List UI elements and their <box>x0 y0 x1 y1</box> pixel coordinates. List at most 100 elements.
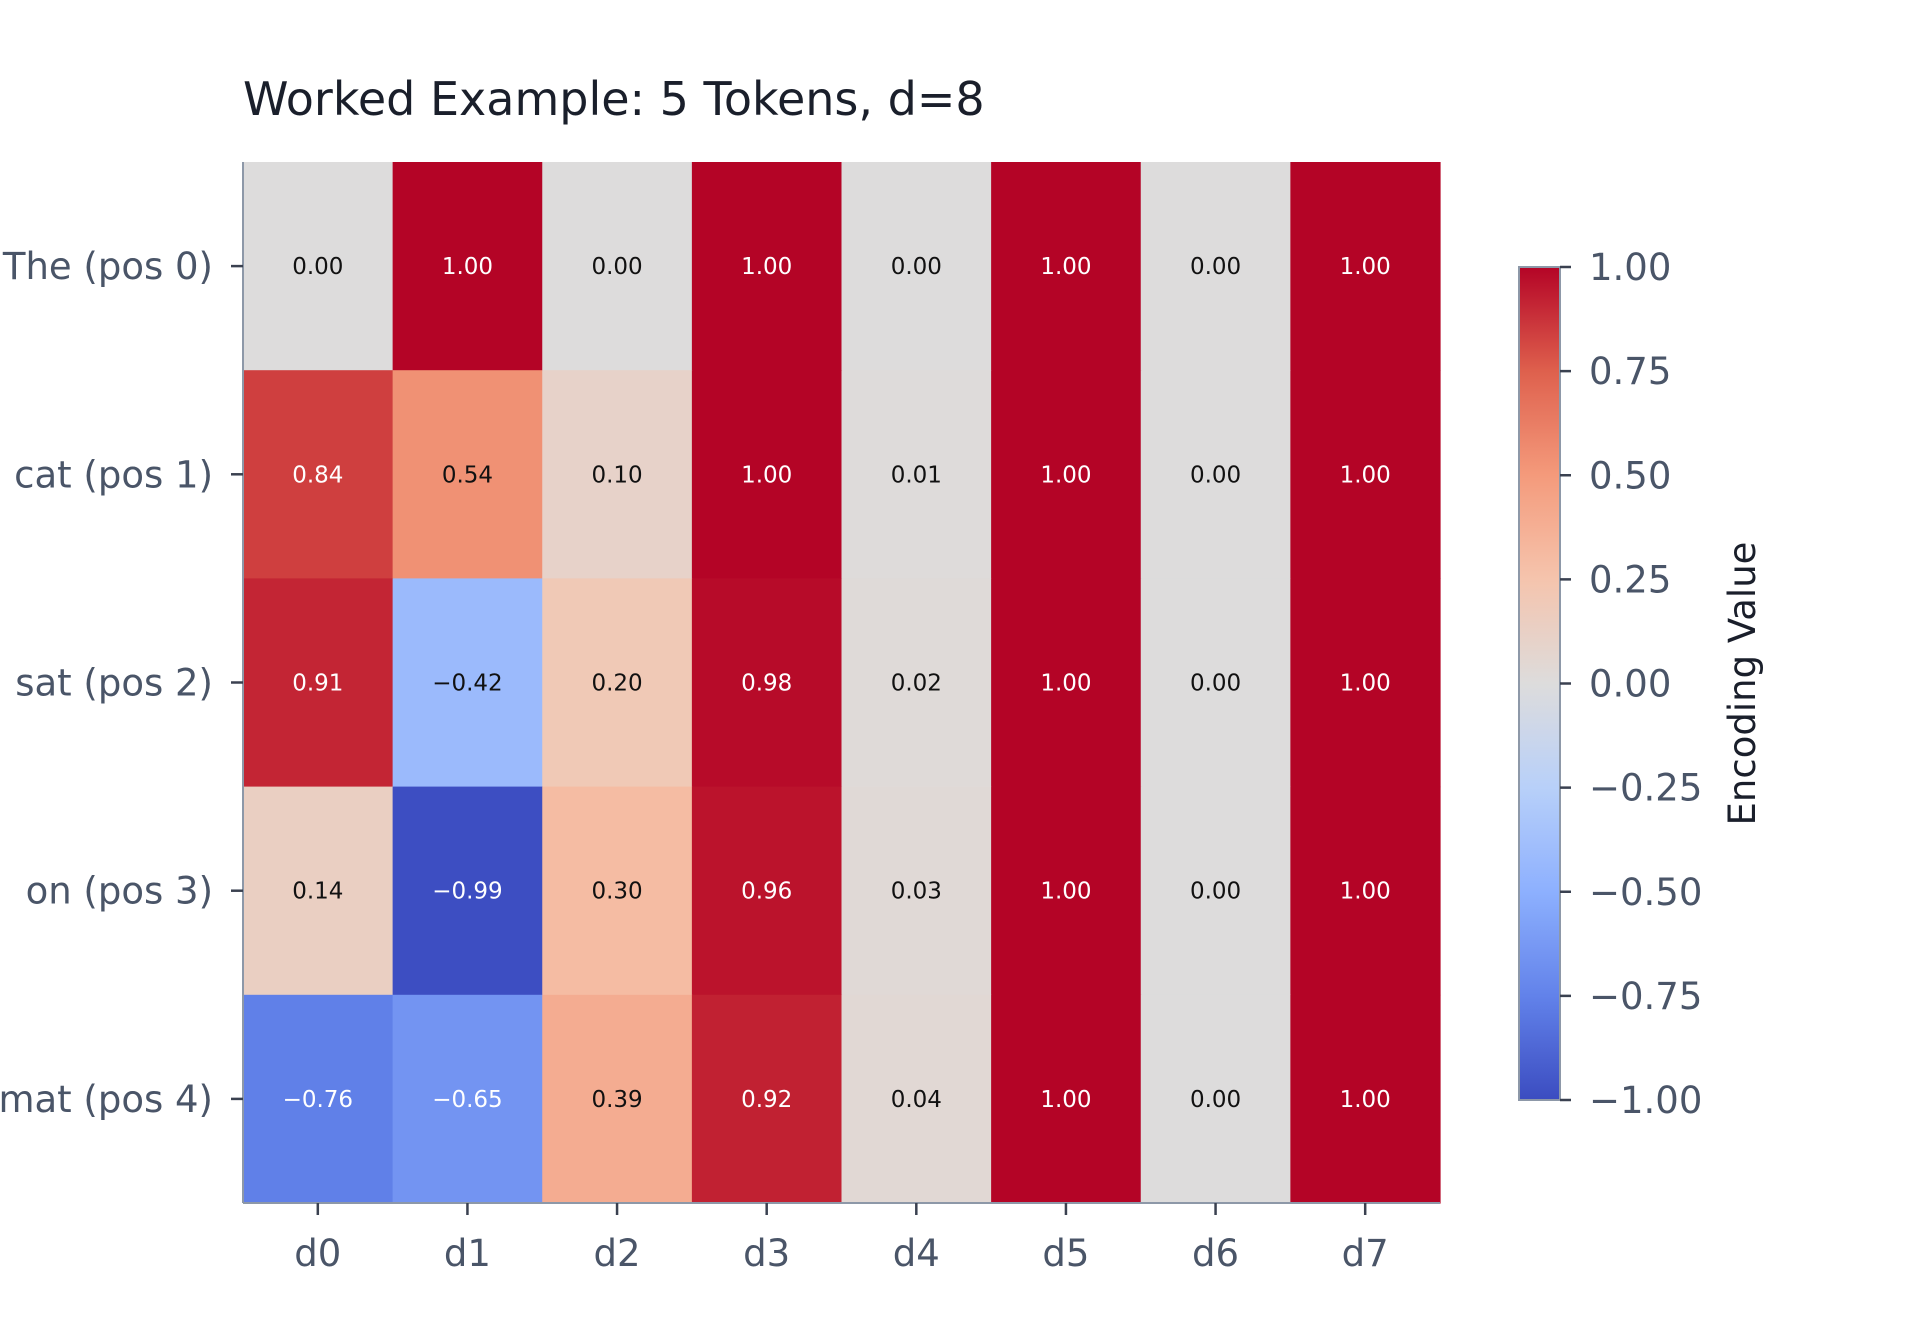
colorbar-tick-label-6: −0.50 <box>1589 871 1702 914</box>
cell-value-label-r4-c3: 0.92 <box>741 1087 792 1113</box>
heatmap-cell-r4-c5 <box>991 994 1142 1204</box>
x-tick-label-6: d6 <box>1192 1232 1239 1275</box>
chart-title: Worked Example: 5 Tokens, d=8 <box>243 72 985 126</box>
heatmap-cell-r1-c0 <box>243 370 394 579</box>
cell-value-label-r0-c6: 0.00 <box>1190 254 1241 280</box>
cell-value-label-r2-c1: −0.42 <box>432 671 502 697</box>
cell-value-label-r0-c4: 0.00 <box>891 254 942 280</box>
heatmap-cell-r3-c3 <box>691 786 843 996</box>
heatmap-cell-r2-c7 <box>1290 578 1441 788</box>
cell-value-label-r0-c0: 0.00 <box>292 254 343 280</box>
x-tick-label-0: d0 <box>294 1232 341 1275</box>
cell-value-label-r2-c3: 0.98 <box>741 671 792 697</box>
heatmap-cell-r2-c2 <box>542 578 693 788</box>
cell-value-label-r3-c7: 1.00 <box>1340 879 1391 905</box>
heatmap-cell-r3-c4 <box>841 786 992 996</box>
y-tick-label-4: mat (pos 4) <box>0 1078 213 1121</box>
heatmap-cell-r0-c4 <box>841 162 992 371</box>
heatmap-cell-r2-c3 <box>691 578 843 788</box>
colorbar-label: Encoding Value <box>1721 542 1764 826</box>
cell-value-label-r2-c6: 0.00 <box>1190 671 1241 697</box>
cell-value-label-r1-c3: 1.00 <box>741 462 792 488</box>
cell-value-label-r4-c0: −0.76 <box>283 1087 353 1113</box>
heatmap-cell-r3-c0 <box>243 786 394 996</box>
heatmap-cell-r1-c1 <box>392 370 543 579</box>
colorbar-tick-label-5: −0.25 <box>1589 767 1702 810</box>
x-tick-label-5: d5 <box>1042 1232 1089 1275</box>
colorbar-tick-label-8: −1.00 <box>1589 1079 1702 1122</box>
colorbar-tick-label-4: 0.00 <box>1589 663 1671 706</box>
cell-value-label-r0-c2: 0.00 <box>591 254 642 280</box>
heatmap-cell-r0-c5 <box>991 162 1142 371</box>
heatmap-cell-r2-c0 <box>243 578 394 788</box>
cell-value-label-r1-c7: 1.00 <box>1340 462 1391 488</box>
cell-value-label-r4-c5: 1.00 <box>1040 1087 1091 1113</box>
cell-value-label-r1-c4: 0.01 <box>891 462 942 488</box>
x-tick-label-1: d1 <box>444 1232 491 1275</box>
colorbar: 1.00 0.75 0.50 0.25 0.00 −0.25 −0.50 −0.75 −1.00… <box>1518 246 1764 1122</box>
cell-value-label-r1-c0: 0.84 <box>292 462 343 488</box>
y-tick-label-1: cat (pos 1) <box>14 453 213 496</box>
heatmap-cell-r4-c4 <box>841 994 992 1204</box>
heatmap-cell-r2-c1 <box>392 578 543 788</box>
cell-value-label-r3-c6: 0.00 <box>1190 879 1241 905</box>
colorbar-tick-label-3: 0.25 <box>1589 558 1671 601</box>
heatmap-cell-r2-c5 <box>991 578 1142 788</box>
heatmap-cell-r1-c5 <box>991 370 1142 579</box>
cell-value-label-r1-c6: 0.00 <box>1190 462 1241 488</box>
heatmap-cell-r3-c2 <box>542 786 693 996</box>
heatmap-axes: The (pos 0) cat (pos 1) sat (pos 2) on (pos… <box>0 162 1440 1275</box>
colorbar-tick-label-7: −0.75 <box>1589 975 1702 1018</box>
cell-value-label-r3-c5: 1.00 <box>1040 879 1091 905</box>
y-tick-label-0: The (pos 0) <box>2 245 213 288</box>
colorbar-tick-label-2: 0.50 <box>1589 454 1671 497</box>
heatmap-cell-r4-c2 <box>542 994 693 1204</box>
heatmap-cell-r2-c6 <box>1140 578 1291 788</box>
cell-value-label-r4-c6: 0.00 <box>1190 1087 1241 1113</box>
cell-value-label-r4-c2: 0.39 <box>591 1087 642 1113</box>
heatmap-cell-r0-c6 <box>1140 162 1291 371</box>
cell-value-label-r1-c5: 1.00 <box>1040 462 1091 488</box>
colorbar-gradient <box>1518 266 1561 1101</box>
cell-value-label-r0-c3: 1.00 <box>741 254 792 280</box>
cell-value-label-r4-c1: −0.65 <box>432 1087 502 1113</box>
colorbar-tick-label-0: 1.00 <box>1589 246 1671 289</box>
x-tick-label-2: d2 <box>594 1232 641 1275</box>
heatmap-cell-r2-c4 <box>841 578 992 788</box>
cell-value-label-r2-c7: 1.00 <box>1340 671 1391 697</box>
heatmap-cell-r3-c6 <box>1140 786 1291 996</box>
heatmap-cell-r0-c1 <box>392 162 543 371</box>
heatmap-cell-r1-c7 <box>1290 370 1441 579</box>
cell-value-label-r3-c2: 0.30 <box>591 879 642 905</box>
cell-value-label-r0-c5: 1.00 <box>1040 254 1091 280</box>
heatmap-cell-r0-c0 <box>243 162 394 371</box>
heatmap-cell-r3-c5 <box>991 786 1142 996</box>
heatmap-cell-r3-c7 <box>1290 786 1441 996</box>
heatmap-cell-r0-c2 <box>542 162 693 371</box>
heatmap-cell-r4-c3 <box>691 994 843 1204</box>
heatmap-cell-r1-c3 <box>691 370 843 579</box>
cell-value-label-r0-c7: 1.00 <box>1340 254 1391 280</box>
cell-value-label-r3-c0: 0.14 <box>292 879 343 905</box>
cell-value-label-r3-c4: 0.03 <box>891 879 942 905</box>
heatmap-cell-r1-c6 <box>1140 370 1291 579</box>
heatmap-cell-r3-c1 <box>392 786 543 996</box>
cell-value-label-r1-c2: 0.10 <box>591 462 642 488</box>
x-tick-label-4: d4 <box>893 1232 940 1275</box>
colorbar-tick-label-1: 0.75 <box>1589 350 1671 393</box>
heatmap-cell-r4-c1 <box>392 994 543 1204</box>
heatmap-cell-r4-c7 <box>1290 994 1441 1204</box>
heatmap-cell-r4-c6 <box>1140 994 1291 1204</box>
cell-value-label-r0-c1: 1.00 <box>442 254 493 280</box>
cell-value-label-r4-c7: 1.00 <box>1340 1087 1391 1113</box>
cell-value-label-r2-c0: 0.91 <box>292 671 343 697</box>
heatmap-cell-r0-c3 <box>691 162 843 371</box>
cell-value-label-r3-c1: −0.99 <box>432 879 502 905</box>
cell-value-label-r2-c4: 0.02 <box>891 671 942 697</box>
x-tick-label-3: d3 <box>743 1232 790 1275</box>
cell-value-label-r1-c1: 0.54 <box>442 462 493 488</box>
heatmap-cell-r1-c4 <box>841 370 992 579</box>
cell-value-label-r2-c2: 0.20 <box>591 671 642 697</box>
cell-value-label-r3-c3: 0.96 <box>741 879 792 905</box>
